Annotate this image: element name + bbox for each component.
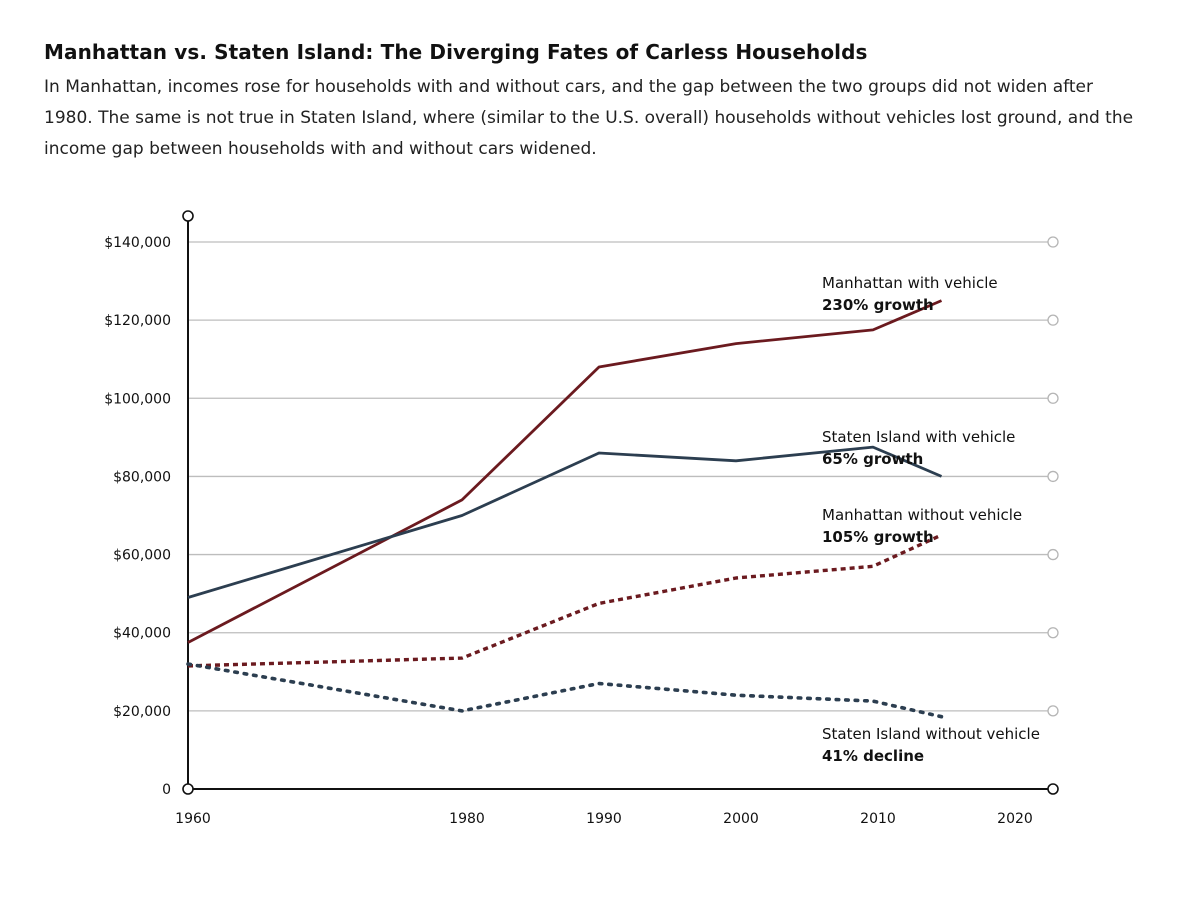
x-tick-label: 1960 — [175, 811, 211, 827]
x-tick-label: 1980 — [449, 811, 485, 827]
gridline-end-marker — [1047, 627, 1059, 639]
series-label-growth: 230% growth — [822, 296, 934, 314]
axes: 0 $20,000 $40,000 $60,000 $80,000 $100,000 $12… — [104, 210, 1059, 827]
gridline-end-marker — [1047, 470, 1059, 483]
series-label-growth: 65% growth — [822, 450, 923, 468]
y-tick-label: $100,000 — [104, 391, 171, 407]
gridline-end-marker — [1047, 236, 1059, 248]
y-tick-label: $80,000 — [113, 469, 171, 485]
x-tick-label: 2020 — [997, 811, 1033, 827]
x-tick-label: 2010 — [860, 811, 896, 827]
x-tick-label: 2000 — [723, 811, 759, 827]
gridlines — [188, 236, 1059, 717]
series-line-manhattan-with-vehicle — [187, 299, 943, 644]
gridline-end-marker — [1047, 548, 1059, 561]
series-line-staten-island-without-vehicle — [186, 662, 944, 719]
series-line-manhattan-without-vehicle — [187, 533, 943, 668]
origin-marker — [182, 783, 194, 795]
gridline-end-marker — [1047, 314, 1059, 326]
gridline-end-marker — [1047, 705, 1059, 717]
chart-subtitle: In Manhattan, incomes rose for household… — [44, 77, 1134, 159]
y-tick-label: $20,000 — [113, 704, 171, 720]
series-label-growth: 105% growth — [822, 528, 934, 546]
y-axis-end-marker — [182, 210, 194, 222]
series-lines — [186, 299, 944, 719]
gridline-end-marker — [1047, 392, 1059, 404]
series-label-name: Staten Island without vehicle — [822, 725, 1040, 743]
series-label-growth: 41% decline — [822, 747, 924, 765]
series-label-name: Manhattan without vehicle — [822, 506, 1022, 524]
chart-title: Manhattan vs. Staten Island: The Divergi… — [44, 40, 868, 64]
y-tick-label: 0 — [162, 782, 171, 798]
series-line-staten-island-with-vehicle — [187, 445, 943, 599]
series-label-name: Staten Island with vehicle — [822, 428, 1015, 446]
y-tick-label: $140,000 — [104, 235, 171, 251]
series-label-name: Manhattan with vehicle — [822, 274, 998, 292]
y-tick-label: $60,000 — [113, 548, 171, 564]
x-tick-label: 1990 — [586, 811, 622, 827]
x-axis-end-marker — [1047, 783, 1059, 795]
series-labels: Manhattan with vehicle 230% growth Staten … — [822, 274, 1040, 765]
y-tick-label: $120,000 — [104, 313, 171, 329]
y-tick-label: $40,000 — [113, 626, 171, 642]
